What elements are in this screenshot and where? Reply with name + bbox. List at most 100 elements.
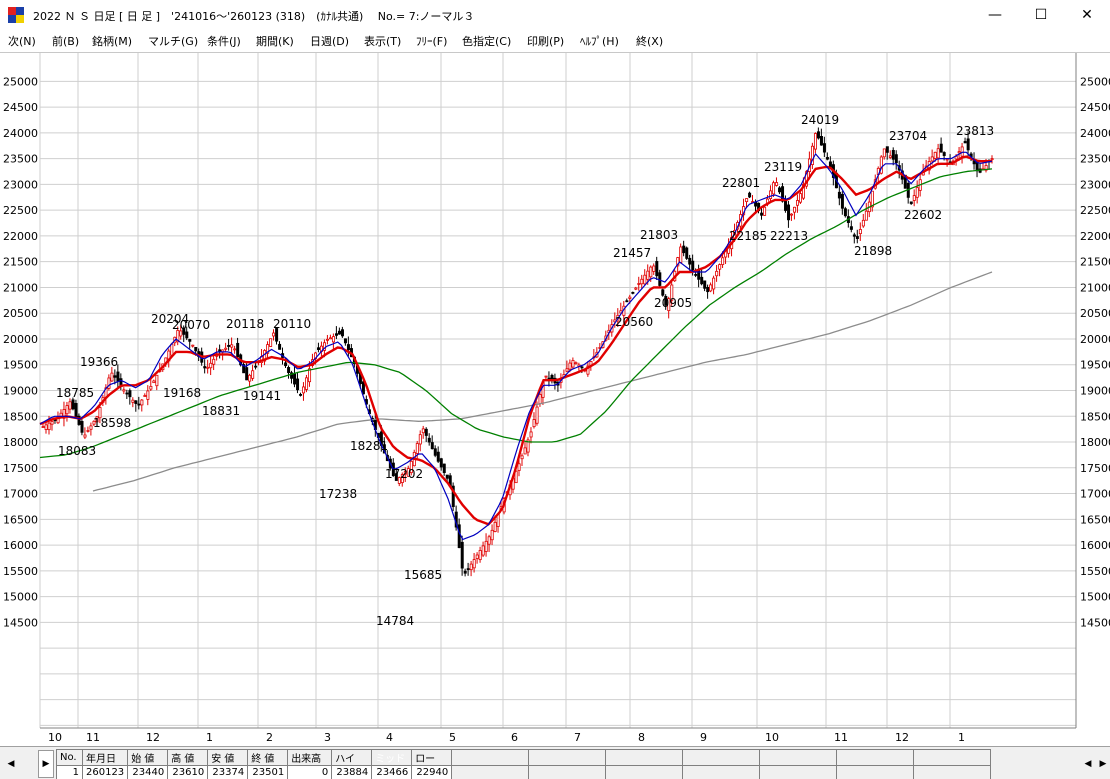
candle-body [679, 246, 683, 263]
candle-body [825, 157, 829, 160]
menu-item-exit[interactable]: 終(X) [636, 35, 664, 48]
menu-item-view[interactable]: 表示(T) [364, 35, 402, 48]
menu-item-symbol[interactable]: 銘柄(M) [92, 35, 133, 48]
record-empty-cell [913, 765, 992, 779]
candle-body [245, 367, 249, 381]
scroll-right-button[interactable]: ▶ [38, 750, 54, 778]
chevron-right-icon: ▶ [42, 759, 50, 769]
scroll-end-left-button[interactable]: ◀ [1080, 750, 1096, 778]
candle-body [278, 343, 282, 350]
app-icon [8, 7, 24, 23]
price-annotation-high: 20118 [226, 317, 264, 331]
menu-item-help[interactable]: ﾍﾙﾌﾟ(H) [580, 35, 619, 48]
candle-body [661, 289, 665, 296]
menu-bar: 次(N) 前(B) 銘柄(M) マルチ(G) 条件(J) 期間(K) 日週(D) 表示(T) ﾌ… [0, 30, 1110, 52]
menu-item-period[interactable]: 期間(K) [256, 35, 294, 48]
menu-item-color[interactable]: 色指定(C) [462, 35, 512, 48]
candle-body [819, 135, 823, 146]
y-tick-label-right: 14500 [1080, 616, 1110, 629]
candle-body [287, 367, 291, 374]
candle-body [475, 554, 479, 559]
candle-body [760, 212, 764, 216]
candle-body [885, 146, 889, 153]
scroll-left-button[interactable]: ◀ [2, 750, 20, 778]
close-button[interactable]: ✕ [1064, 0, 1110, 30]
y-tick-label-right: 21000 [1080, 281, 1110, 294]
candle-body [571, 360, 575, 368]
y-tick-label-right: 18500 [1080, 410, 1110, 423]
candle-body [406, 468, 410, 477]
menu-item-day-week[interactable]: 日週(D) [310, 35, 350, 48]
record-empty-cell [759, 765, 838, 779]
record-value-cell: 23466 [371, 765, 413, 779]
candle-body [98, 407, 102, 419]
y-tick-label-right: 16000 [1080, 539, 1110, 552]
price-annotation-low: 19141 [243, 389, 281, 403]
candle-body [110, 372, 114, 382]
record-empty-cell [836, 749, 915, 766]
y-tick-label-right: 15500 [1080, 565, 1110, 578]
price-annotation-high: 18281 [350, 439, 388, 453]
menu-item-free[interactable]: ﾌﾘｰ(F) [416, 35, 448, 48]
y-tick-label-right: 16500 [1080, 513, 1110, 526]
menu-item-multi[interactable]: マルチ(G) [148, 35, 199, 48]
candle-body [185, 331, 189, 339]
price-annotation-high: 23119 [764, 160, 802, 174]
month-label: 7 [574, 731, 581, 744]
price-record-table: No. 年月日始 値高 値安 値終 値出来高 ハイ ミッド ロー 1 260123 2344… [56, 749, 992, 779]
candle-body [451, 485, 455, 507]
candle-body [930, 156, 934, 162]
menu-item-condition[interactable]: 条件(J) [207, 35, 241, 48]
price-annotation-low: 22185 [729, 229, 767, 243]
month-label: 12 [895, 731, 909, 744]
candle-body [463, 570, 467, 574]
month-label: 9 [700, 731, 707, 744]
menu-item-prev[interactable]: 前(B) [52, 35, 80, 48]
candle-body [394, 473, 398, 481]
candle-body [816, 131, 820, 139]
price-annotation-low: 20560 [615, 315, 653, 329]
y-tick-label-left: 17500 [3, 462, 38, 475]
price-annotation-low: 14784 [376, 614, 414, 628]
candle-body [308, 368, 312, 383]
candle-body [487, 536, 491, 545]
month-label: 1 [206, 731, 213, 744]
y-tick-label-left: 20500 [3, 307, 38, 320]
candle-body [855, 236, 859, 239]
record-value-row: 1 260123 23440 23610 23374 23501 0 23884 23466 22… [56, 765, 992, 779]
title-bar: 2022 Ｎ Ｓ 日足 [ 日 足 ] '241016～'260123 (318… [0, 0, 1110, 30]
candle-body [418, 434, 422, 445]
candle-body [182, 327, 186, 335]
candle-body [565, 368, 569, 372]
moving-average-mid [39, 155, 992, 526]
record-empty-cell [451, 765, 530, 779]
minimize-button[interactable]: — [972, 0, 1018, 30]
record-header-cell: ロー [411, 749, 453, 766]
y-tick-label-right: 21500 [1080, 256, 1110, 269]
candle-body [343, 338, 347, 344]
candle-body [864, 210, 868, 221]
y-tick-label-left: 21000 [3, 281, 38, 294]
menu-item-print[interactable]: 印刷(P) [527, 35, 565, 48]
candle-body [272, 332, 276, 337]
month-label: 5 [449, 731, 456, 744]
candle-body [469, 563, 473, 571]
candle-body [526, 439, 530, 453]
moving-average-longer [92, 271, 993, 492]
candle-body [137, 403, 141, 406]
candle-body [242, 364, 246, 374]
y-tick-label-left: 19000 [3, 385, 38, 398]
candle-body [251, 370, 255, 379]
candle-body [86, 430, 90, 432]
menu-item-next[interactable]: 次(N) [8, 35, 36, 48]
candle-body [95, 416, 99, 423]
maximize-button[interactable]: ☐ [1018, 0, 1064, 30]
candle-body [745, 198, 749, 203]
candle-body [170, 343, 174, 356]
candle-body [784, 201, 788, 211]
candle-body [179, 330, 183, 337]
scroll-end-right-button[interactable]: ▶ [1097, 750, 1109, 778]
candle-body [326, 338, 330, 341]
candle-body [721, 257, 725, 265]
candle-body [224, 347, 228, 350]
